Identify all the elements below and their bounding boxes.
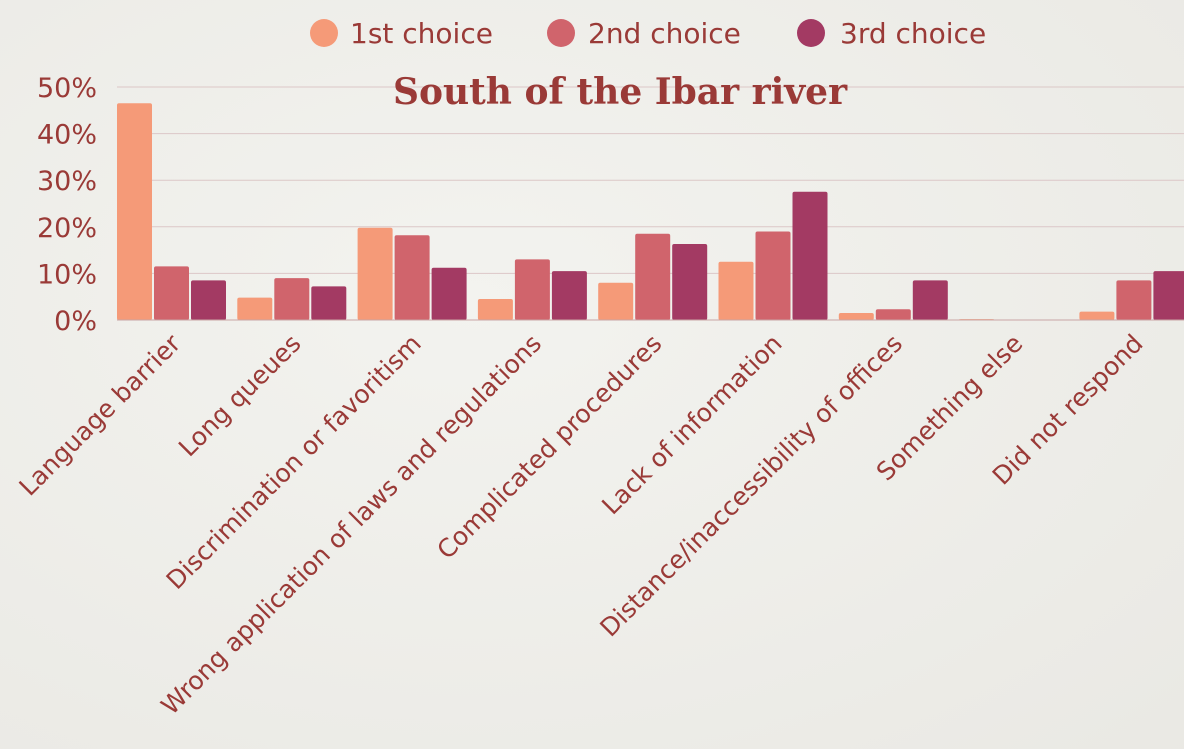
legend-label-1st-choice: 1st choice (350, 17, 493, 50)
bar-wrong-application-of-laws-and-regulations-2nd-choice (514, 259, 550, 320)
y-tick-label: 0% (54, 306, 97, 337)
bar-discrimination-or-favoritism-3rd-choice (431, 267, 467, 320)
y-tick-label: 30% (37, 166, 97, 197)
bar-did-not-respond-2nd-choice (1116, 280, 1152, 320)
bar-complicated-procedures-2nd-choice (635, 233, 671, 320)
chart-title: South of the Ibar river (393, 71, 848, 113)
bar-complicated-procedures-1st-choice (598, 282, 634, 320)
bar-distance-inaccessibility-of-offices-3rd-choice (912, 280, 948, 320)
bar-did-not-respond-3rd-choice (1153, 271, 1184, 320)
bar-complicated-procedures-3rd-choice (672, 244, 708, 320)
bar-language-barrier-2nd-choice (154, 266, 189, 320)
y-tick-label: 10% (37, 259, 97, 290)
legend-label-2nd-choice: 2nd choice (588, 17, 741, 50)
y-tick-label: 40% (37, 120, 97, 151)
legend-label-3rd-choice: 3rd choice (840, 17, 986, 50)
legend-marker-3rd-choice (797, 19, 825, 47)
bar-did-not-respond-1st-choice (1079, 311, 1115, 320)
bar-discrimination-or-favoritism-1st-choice (357, 227, 393, 320)
bar-wrong-application-of-laws-and-regulations-1st-choice (477, 299, 513, 320)
gridlines (117, 86, 1184, 274)
bar-language-barrier-3rd-choice (191, 280, 226, 320)
bar-discrimination-or-favoritism-2nd-choice (394, 235, 430, 320)
bar-lack-of-information-2nd-choice (755, 231, 791, 320)
legend-marker-1st-choice (310, 19, 338, 47)
bar-long-queues-3rd-choice (311, 286, 347, 320)
bars (117, 103, 1184, 321)
legend-marker-2nd-choice (547, 19, 575, 47)
bar-distance-inaccessibility-of-offices-2nd-choice (875, 309, 911, 320)
y-tick-label: 50% (37, 73, 97, 104)
bar-long-queues-2nd-choice (274, 278, 310, 320)
y-tick-label: 20% (37, 213, 97, 244)
bar-wrong-application-of-laws-and-regulations-3rd-choice (551, 271, 587, 320)
bar-distance-inaccessibility-of-offices-1st-choice (838, 313, 874, 320)
legend: 1st choice 2nd choice 3rd choice (310, 17, 986, 50)
y-axis-ticks: 0% 10% 20% 30% 40% 50% (37, 73, 97, 337)
bar-lack-of-information-1st-choice (718, 261, 754, 321)
bar-long-queues-1st-choice (237, 297, 273, 320)
bar-language-barrier-1st-choice (117, 103, 152, 320)
bar-lack-of-information-3rd-choice (792, 191, 828, 320)
